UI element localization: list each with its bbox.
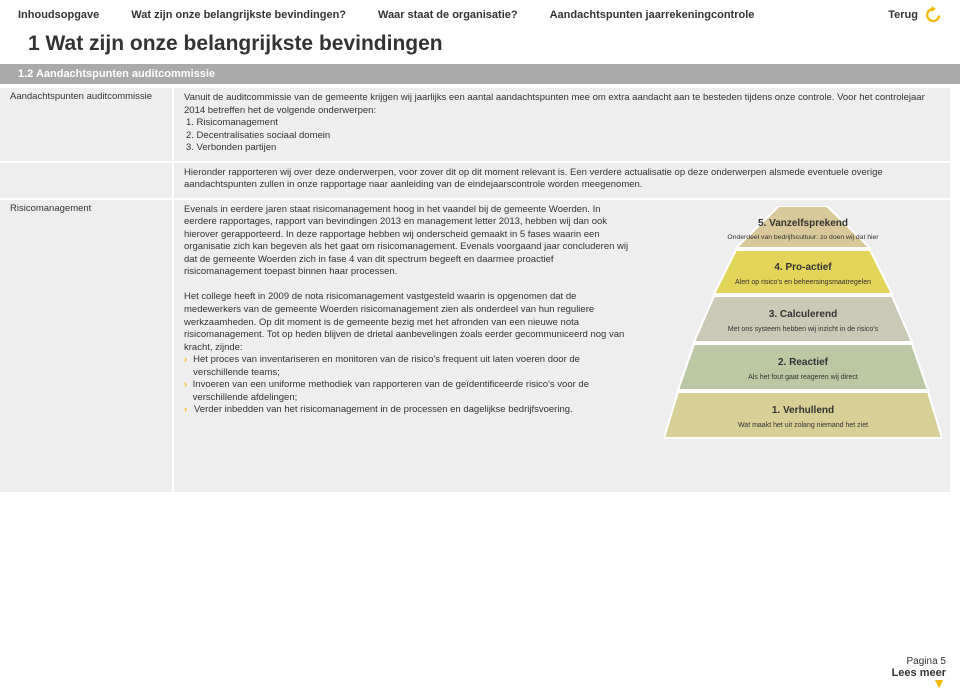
page-number: Pagina 5 (892, 656, 946, 667)
summary-paragraph: Hieronder rapporteren wij over deze onde… (174, 163, 950, 198)
down-triangle-icon: ▼ (892, 679, 946, 687)
risico-paragraph-1: Evenals in eerdere jaren staat risicoman… (184, 204, 629, 279)
risicomanagement-block: Evenals in eerdere jaren staat risicoman… (174, 200, 950, 492)
side-label-auditcommissie: Aandachtspunten auditcommissie (0, 88, 172, 161)
svg-text:4. Pro-actief: 4. Pro-actief (774, 262, 832, 273)
content-grid: Aandachtspunten auditcommissie Vanuit de… (0, 86, 960, 492)
bullet-row-3: › Verder inbedden van het risicomanageme… (184, 404, 629, 417)
back-button[interactable]: Terug (888, 6, 942, 24)
side-label-risicomanagement: Risicomanagement (0, 200, 172, 492)
back-arrow-icon (924, 6, 942, 24)
chevron-icon: › (184, 404, 194, 417)
nav-aandachtspunten[interactable]: Aandachtspunten jaarrekeningcontrole (550, 9, 755, 21)
section-heading: 1.2 Aandachtspunten auditcommissie (0, 64, 960, 84)
bullet-2: Invoeren van een uniforme methodiek van … (193, 379, 629, 404)
pyramid-svg: 5. Vanzelfsprekend Onderdeel van bedrijf… (664, 206, 942, 474)
svg-text:Met ons systeem hebben wij inz: Met ons systeem hebben wij inzicht in de… (728, 326, 879, 333)
svg-text:1. Verhullend: 1. Verhullend (772, 405, 834, 416)
bullet-row-2: › Invoeren van een uniforme methodiek va… (184, 379, 629, 404)
maturity-pyramid: 5. Vanzelfsprekend Onderdeel van bedrijf… (664, 206, 942, 479)
nav-bevindingen[interactable]: Wat zijn onze belangrijkste bevindingen? (131, 9, 346, 21)
svg-text:Als het fout gaat reageren wij: Als het fout gaat reageren wij direct (748, 374, 858, 381)
list-item-1: 1. Risicomanagement (186, 117, 940, 130)
back-label: Terug (888, 9, 918, 21)
list-item-2: 2. Decentralisaties sociaal domein (186, 130, 940, 143)
bullet-1: Het proces van inventariseren en monitor… (193, 354, 629, 379)
intro-text: Vanuit de auditcommissie van de gemeente… (184, 92, 925, 116)
side-label-blank-1 (0, 163, 172, 198)
chevron-icon: › (184, 379, 193, 404)
chapter-title: 1 Wat zijn onze belangrijkste bevindinge… (0, 28, 960, 64)
bullet-3: Verder inbedden van het risicomanagement… (194, 404, 573, 417)
nav-inhoudsopgave[interactable]: Inhoudsopgave (18, 9, 99, 21)
top-nav: Inhoudsopgave Wat zijn onze belangrijkst… (0, 0, 960, 28)
svg-text:Wat maakt het uit zolang niema: Wat maakt het uit zolang niemand het zie… (738, 422, 868, 429)
svg-text:5. Vanzelfsprekend: 5. Vanzelfsprekend (758, 218, 848, 229)
chevron-icon: › (184, 354, 193, 379)
risico-paragraph-2: Het college heeft in 2009 de nota risico… (184, 291, 624, 352)
page-footer: Pagina 5 Lees meer ▼ (892, 656, 946, 687)
nav-organisatie[interactable]: Waar staat de organisatie? (378, 9, 518, 21)
svg-text:Onderdeel van bedrijfscultuur:: Onderdeel van bedrijfscultuur: zo doen w… (727, 234, 879, 241)
svg-text:3. Calculerend: 3. Calculerend (769, 309, 837, 320)
list-item-3: 3. Verbonden partijen (186, 142, 940, 155)
svg-text:Alert op risico's en beheersin: Alert op risico's en beheersingsmaatrege… (735, 279, 871, 286)
svg-text:2. Reactief: 2. Reactief (778, 357, 829, 368)
intro-paragraph: Vanuit de auditcommissie van de gemeente… (174, 88, 950, 161)
bullet-row-1: › Het proces van inventariseren en monit… (184, 354, 629, 379)
